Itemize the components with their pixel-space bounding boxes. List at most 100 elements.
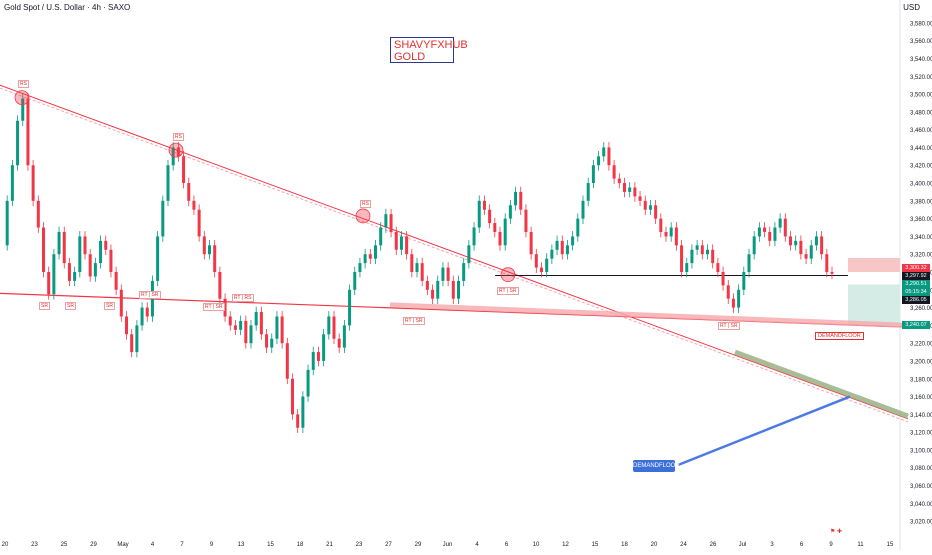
- candle-layer: [5, 93, 834, 434]
- y-tick-label: 3,020.00: [910, 520, 932, 526]
- candle-body: [768, 231, 772, 241]
- candle-body: [467, 245, 471, 264]
- candle-body: [529, 231, 533, 255]
- candle-body: [202, 236, 206, 255]
- y-tick-label: 3,080.00: [910, 466, 932, 472]
- timer-tag: 05:15:34: [902, 288, 930, 296]
- candle-body: [814, 236, 818, 246]
- x-tick-label: 6: [505, 542, 509, 548]
- candle-body: [576, 218, 580, 237]
- candle-body: [477, 200, 481, 228]
- candle-body: [213, 245, 217, 272]
- candle-body: [721, 272, 725, 286]
- sr-badge: SR: [104, 302, 115, 310]
- rs-badge: RS: [18, 80, 29, 88]
- candle-body: [57, 231, 61, 255]
- y-tick-label: 3,440.00: [910, 146, 932, 152]
- candle-body: [825, 254, 829, 272]
- candle-body: [420, 263, 424, 281]
- candle-body: [311, 352, 315, 370]
- candle-body: [789, 236, 792, 246]
- rt-sr-badge: RT | SR: [497, 287, 519, 295]
- level-tag: 3,286.05: [902, 296, 930, 304]
- candle-body: [249, 325, 253, 344]
- candle-body: [358, 263, 362, 272]
- candle-body: [88, 254, 92, 277]
- x-tick-label: 20: [651, 542, 658, 548]
- candle-body: [638, 196, 642, 201]
- candle-body: [83, 236, 87, 255]
- descending-resistance-line: [0, 84, 909, 420]
- candle-body: [674, 227, 678, 246]
- candle-body: [830, 272, 834, 274]
- zone-layer: [848, 258, 900, 326]
- y-tick-label: 3,580.00: [910, 21, 932, 27]
- candle-body: [327, 316, 331, 335]
- candle-body: [493, 223, 497, 232]
- flag-icon[interactable]: ⚑ ✚: [830, 529, 843, 535]
- candle-body: [415, 263, 419, 272]
- x-tick-label: 4: [151, 542, 155, 548]
- x-tick-label: 29: [90, 542, 97, 548]
- candle-body: [187, 183, 191, 201]
- candle-body: [104, 240, 108, 250]
- candle-body: [820, 236, 824, 255]
- candle-body: [265, 334, 269, 348]
- brand-line-2: GOLD: [394, 51, 426, 63]
- rt-sr-badge: RT | SR: [203, 303, 225, 311]
- candle-body: [36, 200, 40, 228]
- candle-body: [239, 320, 243, 330]
- x-tick-label: 7: [180, 542, 184, 548]
- candle-body: [571, 236, 575, 246]
- trendline-layer: [0, 84, 909, 467]
- candle-body: [306, 369, 310, 397]
- candle-body: [233, 325, 237, 330]
- candle-body: [389, 214, 393, 232]
- x-tick-label: 27: [385, 542, 392, 548]
- candle-body: [223, 298, 227, 317]
- sr-badge: SR: [39, 302, 50, 310]
- candle-body: [643, 200, 647, 210]
- candle-body: [752, 236, 756, 255]
- y-tick-label: 3,560.00: [910, 39, 932, 45]
- candle-body: [591, 165, 595, 184]
- descending-resistance-dashed: [0, 87, 909, 423]
- x-tick-label: 24: [680, 542, 687, 548]
- candle-body: [690, 249, 694, 264]
- y-tick-label: 3,460.00: [910, 128, 932, 134]
- candle-body: [633, 187, 637, 197]
- candle-body: [285, 343, 289, 379]
- candle-body: [21, 98, 25, 121]
- candle-body: [384, 214, 388, 228]
- x-tick-label: 15: [267, 542, 274, 548]
- candle-body: [5, 200, 9, 246]
- candle-body: [747, 254, 751, 272]
- x-tick-label: 18: [621, 542, 628, 548]
- candle-body: [363, 254, 367, 264]
- demand-floor-callout[interactable]: DEMANDFLOOR: [633, 460, 680, 472]
- candle-body: [296, 414, 300, 428]
- candle-body: [280, 316, 284, 344]
- candle-body: [446, 267, 450, 281]
- candle-body: [555, 240, 559, 250]
- candle-body: [565, 245, 569, 255]
- candle-body: [368, 254, 372, 259]
- candle-body: [244, 320, 248, 344]
- candle-body: [431, 289, 435, 299]
- sr-badge: SR: [65, 302, 76, 310]
- candle-body: [337, 338, 341, 348]
- currency-label: USD: [903, 3, 920, 12]
- candle-body: [737, 289, 741, 308]
- y-tick-label: 3,120.00: [910, 431, 932, 437]
- candle-body: [514, 191, 518, 206]
- x-tick-label: 23: [31, 542, 38, 548]
- candle-body: [119, 289, 123, 317]
- candle-body: [508, 205, 512, 219]
- candle-body: [441, 267, 445, 281]
- candle-body: [654, 205, 658, 219]
- candle-body: [597, 156, 601, 166]
- candle-body: [322, 334, 326, 361]
- stop-zone: [848, 258, 900, 272]
